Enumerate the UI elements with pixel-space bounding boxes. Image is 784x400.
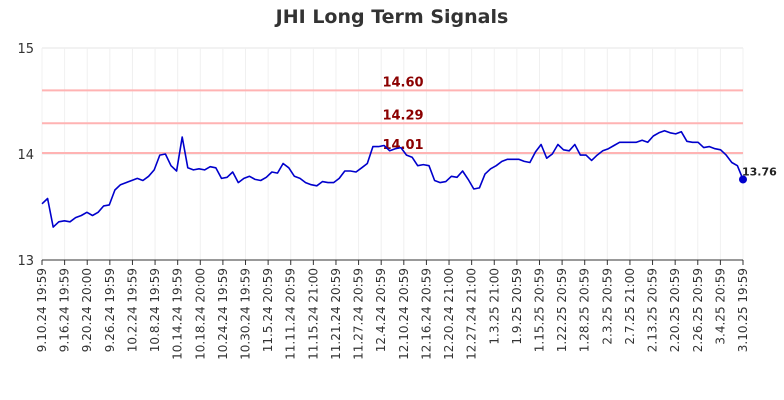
- x-tick-label: 3.4.25 20:59: [713, 268, 727, 345]
- x-tick-label: 2.7.25 21:00: [623, 268, 637, 345]
- x-tick-label: 10.18.24 20:00: [193, 268, 207, 360]
- price-series-line: [41, 129, 744, 228]
- grid: [41, 47, 744, 261]
- x-tick-label: 10.30.24 19:59: [239, 268, 253, 360]
- x-tick-label: 2.26.25 20:59: [691, 268, 705, 352]
- x-tick-label: 12.16.24 20:59: [419, 268, 433, 360]
- axes: 13 14 15 9.10.24 19:59 9.16.24 19:59 9.20.24 …: [17, 42, 750, 360]
- x-tick-label: 11.27.24 20:59: [352, 268, 366, 360]
- y-tick-label: 13: [17, 254, 34, 269]
- x-tick-label: 9.10.24 19:59: [35, 268, 49, 352]
- x-tick-label: 12.20.24 21:00: [442, 268, 456, 360]
- chart-title: JHI Long Term Signals: [275, 6, 509, 28]
- x-tick-label: 1.3.25 21:00: [487, 268, 501, 345]
- x-tick-label: 9.16.24 19:59: [58, 268, 72, 352]
- y-tick-label: 14: [17, 148, 34, 163]
- x-tick-label: 11.21.24 20:59: [329, 268, 343, 360]
- x-tick-label: 9.20.24 20:00: [80, 268, 94, 352]
- x-tick-label: 11.15.24 21:00: [306, 268, 320, 360]
- x-tick-label: 11.11.24 20:59: [284, 268, 298, 360]
- x-tick-label: 12.27.24 21:00: [465, 268, 479, 360]
- x-tick-label: 2.20.25 20:59: [668, 268, 682, 352]
- x-tick-label: 1.15.25 20:59: [532, 268, 546, 352]
- x-tick-label: 10.8.24 19:59: [148, 268, 162, 352]
- x-tick-label: 2.13.25 20:59: [646, 268, 660, 352]
- y-tick-label: 15: [17, 42, 34, 57]
- x-tick-label: 2.3.25 20:59: [600, 268, 614, 345]
- series-group: 13.76: [41, 129, 777, 228]
- x-tick-label: 1.28.25 20:59: [578, 268, 592, 352]
- x-tick-label: 1.9.25 20:59: [510, 268, 524, 345]
- last-point-marker: [739, 175, 747, 184]
- signal-label: 14.29: [382, 108, 423, 123]
- x-tick-label: 10.14.24 19:59: [171, 268, 185, 360]
- last-value-label: 13.76: [742, 165, 777, 178]
- signal-label: 14.60: [382, 75, 423, 90]
- x-tick-label: 9.26.24 19:59: [103, 268, 117, 352]
- x-tick-label: 12.10.24 20:59: [397, 268, 411, 360]
- x-tick-label: 1.22.25 20:59: [555, 268, 569, 352]
- x-tick-label: 10.2.24 19:59: [125, 268, 139, 352]
- x-tick-label: 10.24.24 19:59: [216, 268, 230, 360]
- x-tick-label: 11.5.24 20:59: [261, 268, 275, 352]
- x-tick-label: 3.10.25 19:59: [736, 268, 750, 352]
- x-tick-label: 12.4.24 20:59: [374, 268, 388, 352]
